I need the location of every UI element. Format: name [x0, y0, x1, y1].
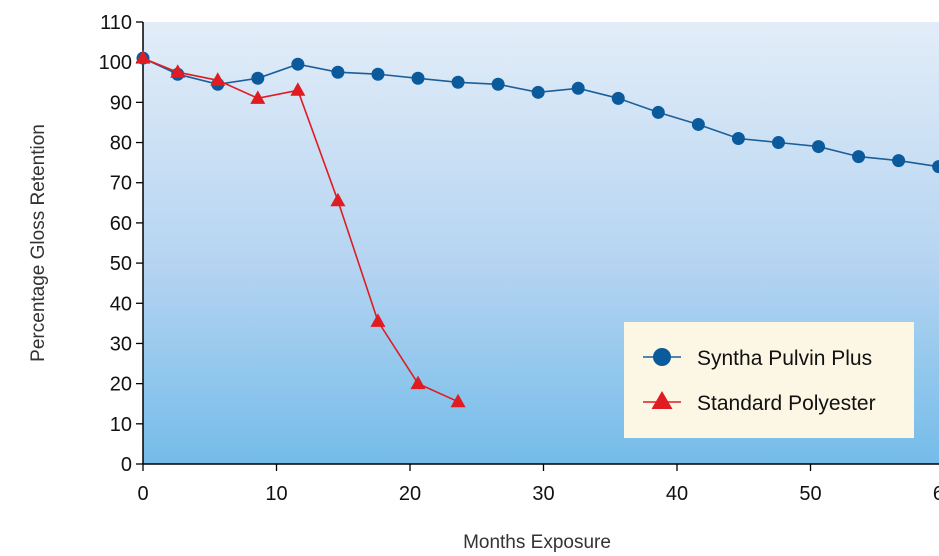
data-point — [491, 77, 505, 91]
data-point — [812, 140, 826, 154]
y-tick-label: 90 — [110, 92, 132, 114]
data-point — [370, 313, 386, 327]
legend-box — [624, 322, 914, 438]
x-tick-label: 40 — [666, 483, 688, 505]
data-point — [330, 192, 346, 207]
y-tick-label: 20 — [110, 374, 132, 396]
data-point — [250, 90, 266, 104]
x-tick-label: 30 — [532, 483, 554, 505]
data-point — [651, 105, 665, 119]
data-point — [892, 154, 906, 168]
data-point — [251, 71, 265, 85]
x-tick-label: 10 — [265, 483, 287, 505]
legend-marker-polyester-triangle — [651, 391, 673, 409]
data-point — [691, 117, 705, 131]
x-tick-label: 50 — [799, 483, 821, 505]
y-tick-label: 70 — [110, 173, 132, 195]
series-syntha-pulvin-plus — [136, 51, 939, 174]
x-axis-title: Months Exposure — [463, 532, 611, 553]
data-point — [410, 375, 426, 390]
data-point — [451, 75, 465, 89]
data-point — [611, 91, 625, 105]
legend-label-syntha: Syntha Pulvin Plus — [697, 347, 872, 370]
x-tick-label: 60 — [933, 483, 939, 505]
y-tick-label: 30 — [110, 333, 132, 355]
data-point — [291, 57, 305, 71]
data-point — [531, 85, 545, 99]
y-tick-label: 110 — [100, 12, 132, 34]
data-point — [450, 393, 466, 408]
data-point — [210, 72, 226, 86]
data-point — [371, 67, 385, 81]
data-point — [852, 150, 866, 164]
y-tick-label: 10 — [110, 414, 132, 436]
data-point — [932, 160, 939, 174]
y-tick-label: 0 — [121, 454, 132, 476]
y-tick-label: 40 — [110, 293, 132, 315]
y-tick-label: 60 — [110, 213, 132, 235]
y-axis-title: Percentage Gloss Retention — [28, 124, 49, 362]
data-point — [135, 50, 151, 64]
x-tick-label: 0 — [137, 483, 148, 505]
data-point — [731, 132, 745, 146]
legend-label-polyester: Standard Polyester — [697, 392, 876, 415]
data-point — [170, 64, 186, 78]
data-point — [411, 71, 425, 85]
series-standard-polyester — [135, 50, 466, 408]
legend: Syntha Pulvin Plus Standard Polyester — [624, 322, 914, 438]
y-tick-label: 80 — [110, 133, 132, 155]
data-point — [331, 65, 345, 79]
x-tick-label: 20 — [399, 483, 421, 505]
y-tick-label: 50 — [110, 253, 132, 275]
data-point — [290, 82, 306, 96]
legend-marker-syntha-circle — [653, 348, 671, 366]
data-point — [571, 81, 585, 95]
y-tick-label: 100 — [99, 52, 132, 74]
data-point — [771, 136, 785, 150]
